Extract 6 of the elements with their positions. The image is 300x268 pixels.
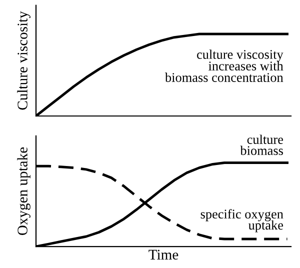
series-label: culture biomass	[240, 134, 284, 156]
series-label: specific oxygen uptake	[200, 209, 284, 232]
annotation: culture viscosity increases with biomass concentration	[164, 50, 284, 82]
y-axis-title: Culture viscosity	[17, 11, 30, 110]
x-axis-title: Time	[148, 250, 178, 260]
y-axis-title: Oxygen uptake	[17, 147, 30, 235]
